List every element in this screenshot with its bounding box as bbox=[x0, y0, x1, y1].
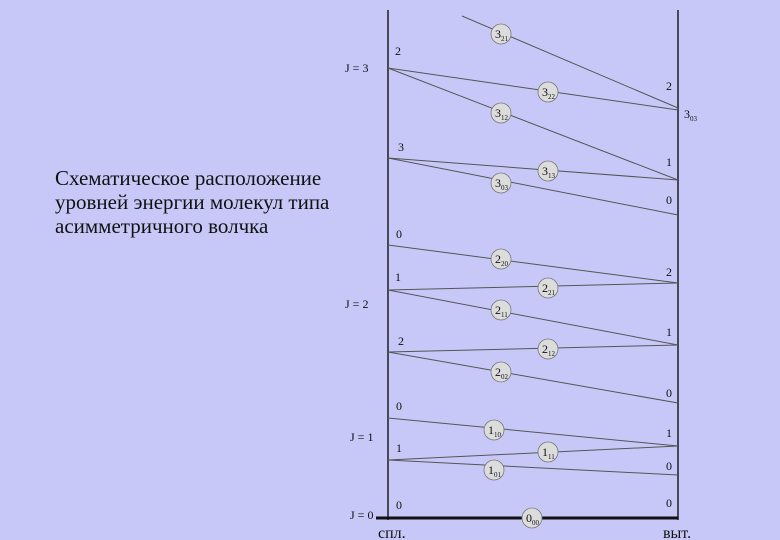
level-badge: 312 bbox=[490, 102, 512, 124]
right-axis-label: выт. bbox=[663, 525, 691, 540]
j-label: J = 3 bbox=[345, 61, 368, 75]
level-badge-label: 110 bbox=[488, 423, 502, 439]
correlation-line bbox=[387, 445, 679, 461]
correlation-line bbox=[387, 282, 679, 291]
level-badge-circle bbox=[490, 361, 512, 383]
level-badge-label: 211 bbox=[495, 303, 508, 319]
level-badge: 110 bbox=[483, 419, 505, 441]
level-badge-label: 000 bbox=[526, 511, 540, 527]
j-label: J = 1 bbox=[350, 430, 373, 444]
level-badge-circle bbox=[490, 102, 512, 124]
right-level-label: 0 bbox=[666, 459, 672, 473]
right-level-label: 1 bbox=[666, 155, 672, 169]
level-badge-label: 312 bbox=[495, 106, 509, 122]
level-badge-circle bbox=[483, 419, 505, 441]
level-badge: 111 bbox=[537, 441, 559, 463]
level-badge-label: 322 bbox=[542, 85, 556, 101]
j-label: J = 2 bbox=[345, 297, 368, 311]
diagram-caption: Схематическое расположение уровней энерг… bbox=[55, 166, 385, 238]
level-badge-circle bbox=[490, 248, 512, 270]
level-badge-label: 220 bbox=[495, 252, 509, 268]
level-badge-label: 212 bbox=[542, 342, 556, 358]
left-level-label: 2 bbox=[395, 44, 401, 58]
correlation-line bbox=[387, 289, 679, 346]
correlation-lines bbox=[387, 15, 679, 476]
correlation-line bbox=[387, 417, 679, 447]
correlation-line bbox=[387, 67, 679, 181]
level-badge-circle bbox=[537, 277, 559, 299]
left-level-label: 1 bbox=[395, 270, 401, 284]
correlation-line bbox=[387, 157, 679, 216]
level-badge-label: 313 bbox=[542, 164, 556, 180]
level-badge: 322 bbox=[537, 81, 559, 103]
correlation-line bbox=[387, 344, 679, 353]
right-level-label: 2 bbox=[666, 79, 672, 93]
left-axis-label: спл. bbox=[378, 525, 406, 540]
level-badge-label: 321 bbox=[495, 27, 509, 43]
level-badge: 101 bbox=[483, 459, 505, 481]
correlation-line bbox=[387, 67, 679, 111]
level-badge: 221 bbox=[537, 277, 559, 299]
level-badges: 321 322 312 313 303 220 221 211 212 202 110 111 101 0… bbox=[483, 23, 559, 529]
right-level-label: 0 bbox=[666, 496, 672, 510]
level-badge: 211 bbox=[490, 299, 512, 321]
correlation-line bbox=[387, 244, 679, 284]
level-badge-circle bbox=[483, 459, 505, 481]
left-level-label: 0 bbox=[396, 227, 402, 241]
caption-line-1: Схематическое расположение bbox=[55, 166, 322, 190]
left-level-label: 0 bbox=[396, 498, 402, 512]
level-badge-label: 111 bbox=[542, 445, 555, 461]
left-level-label: 1 bbox=[396, 441, 402, 455]
level-badge-circle bbox=[537, 338, 559, 360]
level-badge-label: 101 bbox=[488, 463, 502, 479]
correlation-line bbox=[387, 157, 679, 181]
left-level-label: 0 bbox=[396, 399, 402, 413]
right-badge-label: 303 bbox=[684, 107, 698, 123]
caption-line-2: уровней энергии молекул типа bbox=[55, 190, 330, 214]
level-badge: 321 bbox=[490, 23, 512, 45]
level-badge: 220 bbox=[490, 248, 512, 270]
level-badge-circle bbox=[490, 299, 512, 321]
right-level-label: 0 bbox=[666, 386, 672, 400]
left-level-label: 2 bbox=[398, 334, 404, 348]
level-badge-label: 221 bbox=[542, 281, 556, 297]
level-badge-label: 202 bbox=[495, 365, 509, 381]
level-badge-circle bbox=[490, 172, 512, 194]
level-badge: 202 bbox=[490, 361, 512, 383]
level-badge: 000 bbox=[521, 507, 543, 529]
level-badge: 303 bbox=[490, 172, 512, 194]
right-level-label: 2 bbox=[666, 265, 672, 279]
level-badge: 313 bbox=[537, 160, 559, 182]
level-badge-label: 303 bbox=[495, 176, 509, 192]
correlation-line bbox=[387, 351, 679, 404]
j-label: J = 0 bbox=[350, 508, 373, 522]
level-badge-circle bbox=[521, 507, 543, 529]
left-level-label: 3 bbox=[398, 140, 404, 154]
level-badge-circle bbox=[537, 81, 559, 103]
level-badge-circle bbox=[537, 160, 559, 182]
right-level-label: 0 bbox=[666, 193, 672, 207]
level-badge-circle bbox=[490, 23, 512, 45]
level-badge-circle bbox=[537, 441, 559, 463]
right-level-label: 1 bbox=[666, 325, 672, 339]
right-level-label: 1 bbox=[666, 426, 672, 440]
correlation-line bbox=[387, 459, 679, 476]
caption-line-3: асимметричного волчка bbox=[55, 214, 269, 238]
level-badge: 212 bbox=[537, 338, 559, 360]
